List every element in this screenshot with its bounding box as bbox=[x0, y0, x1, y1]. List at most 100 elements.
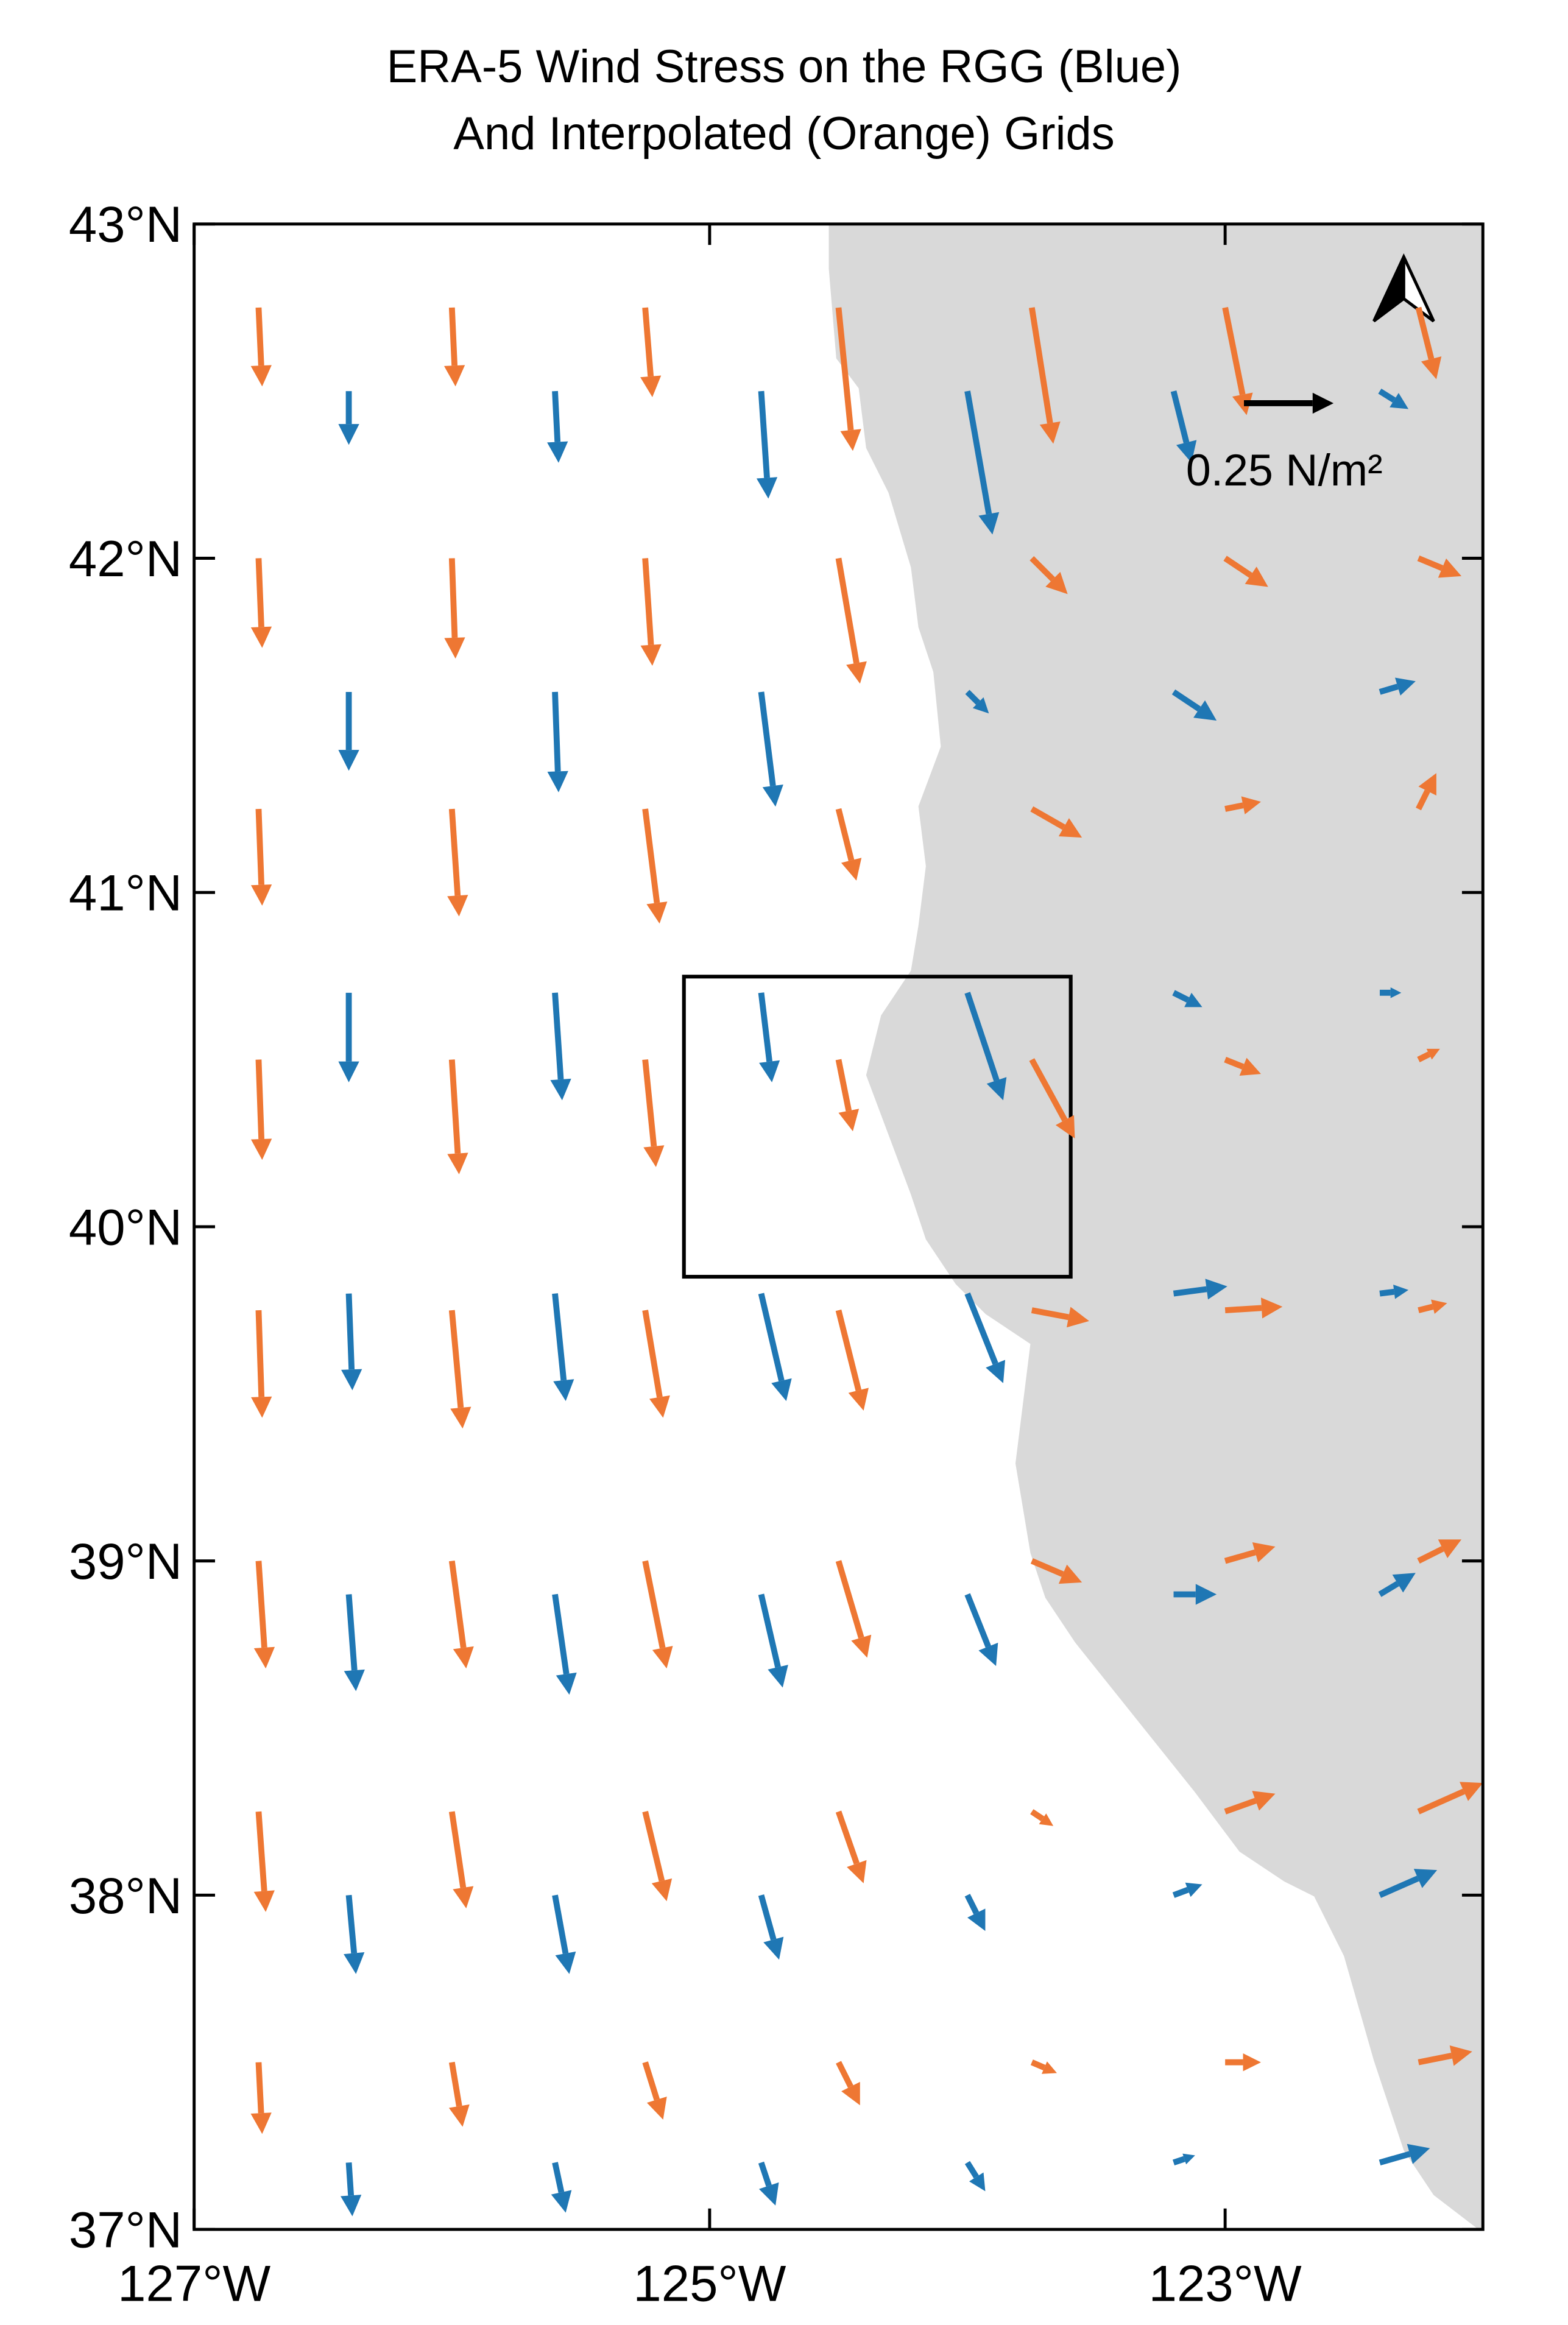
arrow-shaft bbox=[345, 1894, 358, 1954]
wind-arrow bbox=[1224, 1297, 1283, 1319]
wind-arrow bbox=[1380, 987, 1402, 998]
wind-arrow bbox=[447, 808, 468, 917]
wind-arrow bbox=[1224, 1057, 1261, 1076]
wind-arrow bbox=[250, 808, 272, 906]
wind-arrow bbox=[835, 1560, 872, 1658]
arrow-head bbox=[1195, 1584, 1217, 1605]
wind-arrow bbox=[1416, 773, 1436, 811]
x-tick-label: 125°W bbox=[633, 2256, 786, 2312]
arrow-shaft bbox=[552, 691, 561, 772]
wind-arrow bbox=[448, 2061, 470, 2127]
arrow-head bbox=[344, 1669, 365, 1692]
wind-arrow bbox=[1170, 390, 1197, 463]
arrow-head bbox=[762, 785, 783, 807]
arrow-head bbox=[646, 2096, 667, 2120]
arrow-shaft bbox=[1224, 1798, 1257, 1815]
arrow-shaft bbox=[758, 2161, 772, 2187]
arrow-shaft bbox=[642, 1310, 663, 1398]
arrow-head bbox=[972, 697, 989, 714]
wind-arrow bbox=[642, 1310, 670, 1418]
wind-arrow bbox=[835, 1059, 860, 1132]
wind-arrow bbox=[547, 390, 568, 463]
wind-arrow bbox=[965, 690, 989, 714]
arrow-shaft bbox=[255, 558, 264, 627]
wind-arrow bbox=[964, 390, 1000, 535]
arrow-shaft bbox=[1029, 556, 1055, 582]
arrow-shaft bbox=[552, 390, 561, 442]
wind-arrow bbox=[341, 2162, 362, 2217]
arrow-shaft bbox=[1030, 2059, 1046, 2071]
arrow-head bbox=[763, 1936, 784, 1960]
wind-arrow bbox=[1030, 806, 1082, 838]
wind-arrow bbox=[1379, 2143, 1430, 2166]
arrow-head bbox=[344, 1952, 365, 1974]
wind-arrow bbox=[1418, 2045, 1472, 2066]
arrow-head bbox=[756, 477, 778, 499]
wind-arrow bbox=[1244, 392, 1334, 414]
y-tick-label: 41°N bbox=[69, 865, 182, 922]
arrow-head bbox=[840, 429, 861, 451]
arrow-head bbox=[253, 1890, 275, 1912]
arrow-shaft bbox=[964, 992, 1000, 1082]
arrow-shaft bbox=[758, 1293, 785, 1381]
arrow-head bbox=[1413, 1869, 1438, 1888]
arrow-shaft bbox=[835, 1309, 862, 1391]
arrow-head bbox=[250, 626, 272, 648]
arrow-head bbox=[1421, 356, 1442, 379]
arrow-shaft bbox=[255, 307, 264, 366]
wind-arrow bbox=[642, 1059, 665, 1168]
wind-arrow bbox=[642, 1560, 673, 1669]
wind-arrow bbox=[552, 1293, 574, 1402]
wind-arrow bbox=[250, 307, 272, 387]
arrow-head bbox=[250, 365, 272, 387]
arrow-shaft bbox=[1031, 1307, 1070, 1321]
arrow-shaft bbox=[1030, 1558, 1064, 1577]
arrow-shaft bbox=[964, 1894, 980, 1914]
wind-arrow bbox=[835, 557, 867, 684]
arrow-head bbox=[448, 2104, 470, 2127]
arrow-head bbox=[652, 1646, 673, 1669]
arrow-head bbox=[341, 2195, 362, 2217]
wind-arrow bbox=[642, 808, 668, 924]
wind-arrow bbox=[964, 1292, 1006, 1383]
arrow-shaft bbox=[448, 808, 461, 896]
arrow-head bbox=[1041, 2061, 1057, 2074]
wind-arrow bbox=[344, 1894, 365, 1974]
arrow-shaft bbox=[1417, 1546, 1444, 1564]
arrow-head bbox=[1390, 393, 1409, 409]
arrow-head bbox=[1039, 1813, 1054, 1826]
arrow-head bbox=[969, 2172, 986, 2192]
arrow-shaft bbox=[1223, 556, 1252, 578]
arrow-head bbox=[768, 1665, 788, 1688]
arrow-head bbox=[1312, 392, 1334, 414]
arrow-head bbox=[759, 1060, 780, 1082]
wind-arrow bbox=[1417, 555, 1462, 578]
arrow-shaft bbox=[255, 1811, 267, 1892]
land bbox=[828, 224, 1483, 2230]
arrow-shaft bbox=[758, 1894, 777, 1941]
arrow-head bbox=[1243, 2053, 1261, 2072]
wind-arrow bbox=[642, 2061, 667, 2120]
arrow-head bbox=[1058, 818, 1082, 838]
arrow-head bbox=[978, 512, 1000, 535]
arrow-shaft bbox=[1418, 2052, 1453, 2066]
wind-arrow bbox=[1172, 990, 1202, 1007]
arrow-head bbox=[1449, 2045, 1472, 2066]
arrow-head bbox=[338, 1061, 359, 1082]
wind-arrow bbox=[1172, 2153, 1195, 2165]
arrow-head bbox=[758, 2182, 779, 2206]
arrow-head bbox=[1252, 1791, 1276, 1811]
arrow-shaft bbox=[835, 1560, 864, 1639]
arrow-shaft bbox=[345, 1594, 358, 1671]
arrow-shaft bbox=[448, 2061, 462, 2107]
wind-arrow bbox=[253, 1561, 275, 1669]
arrow-head bbox=[1407, 2143, 1430, 2164]
arrow-head bbox=[851, 1634, 872, 1658]
arrow-shaft bbox=[448, 1811, 467, 1888]
arrow-shaft bbox=[1415, 306, 1435, 360]
arrow-shaft bbox=[965, 690, 981, 705]
wind-arrow bbox=[1031, 1307, 1089, 1328]
wind-arrow bbox=[1417, 1539, 1462, 1564]
y-tick-label: 40°N bbox=[69, 1199, 182, 1255]
